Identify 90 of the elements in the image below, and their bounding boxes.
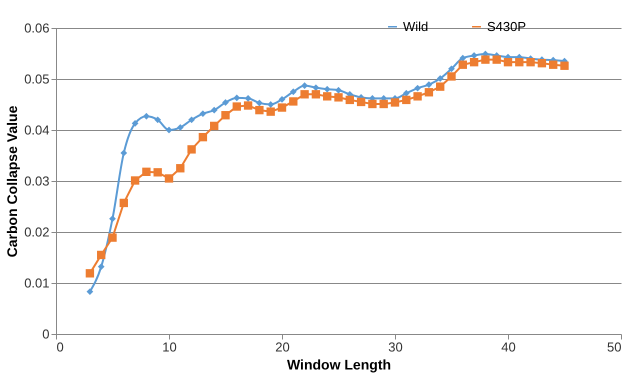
point [526,58,535,66]
point [210,106,218,114]
point [335,86,342,94]
point [97,250,106,260]
point [458,60,467,69]
point [312,84,320,92]
point [278,96,286,103]
y-tick-label: 0.03 [24,174,50,188]
point [402,90,410,97]
legend-label: Wild [403,18,428,34]
point [222,99,229,106]
point [244,95,252,102]
point [210,122,218,130]
point [380,100,388,108]
y-tick-label: 0.02 [24,224,50,240]
point [267,101,274,108]
point [300,90,309,98]
point [301,82,308,89]
point [470,52,478,59]
x-tick-label: 0 [56,340,64,354]
point [356,98,366,106]
point [120,150,128,156]
point [166,126,172,134]
point [198,132,208,142]
point [108,233,117,242]
point [515,58,524,66]
point [323,92,332,101]
point [414,84,421,92]
x-tick-label: 10 [162,340,177,354]
y-tick-label: 0 [42,326,50,342]
y-tick-label: 0.05 [24,72,50,86]
point [232,102,241,111]
point [132,120,138,127]
point [426,81,432,88]
point [436,82,444,91]
point [312,90,320,98]
x-tick-label: 50 [607,340,622,354]
point [154,168,162,177]
point [255,106,264,114]
point [424,88,434,96]
point [459,54,466,62]
point [142,168,151,176]
x-tick-label: 40 [501,340,516,354]
point [188,116,195,124]
point [233,94,240,102]
point [278,103,286,112]
x-axis-title: Window Length [286,356,392,372]
point [164,174,174,183]
point [436,75,444,82]
point [560,62,569,70]
legend-label: S430P [487,18,526,34]
point [402,96,410,104]
point [200,110,206,118]
point [86,269,94,278]
point [143,112,150,120]
point [266,107,275,116]
point [470,58,478,66]
x-tick-label: 20 [275,340,290,354]
y-tick-label: 0.04 [24,122,50,138]
y-tick-label: 0.01 [24,276,50,290]
x-tick-label: 30 [388,340,403,354]
point [324,86,331,93]
point [130,176,140,185]
point [120,198,128,208]
point [549,60,558,69]
point [86,288,94,296]
point [447,72,456,81]
point [244,101,252,110]
point [98,263,105,270]
point [346,96,354,104]
point [390,98,400,107]
point [481,55,490,64]
point [289,97,298,106]
point [334,93,343,102]
point [538,59,546,68]
point [176,164,184,172]
point [492,55,501,64]
point [176,124,184,131]
point [187,145,196,154]
point [290,88,297,96]
point [109,215,116,222]
y-tick-label: 0.06 [24,20,50,36]
point [368,100,377,108]
point [221,111,230,120]
point [154,116,162,124]
point [504,58,512,66]
point [256,100,263,106]
y-axis-title: Carbon Collapse Value [4,105,20,258]
point [448,65,455,72]
point [413,92,422,101]
